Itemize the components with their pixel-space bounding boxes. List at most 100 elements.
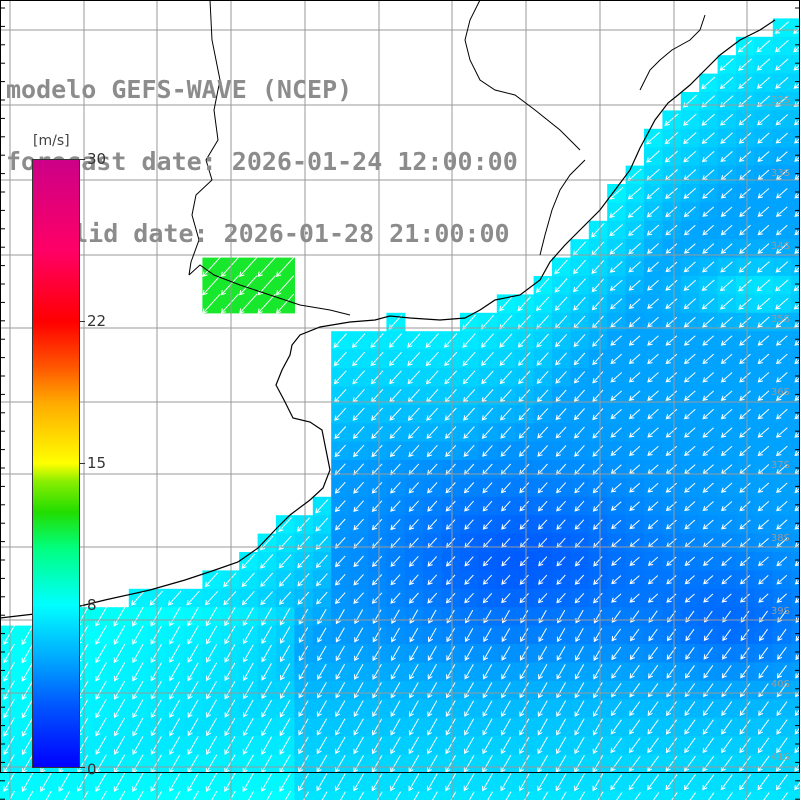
- wind-arrow: [776, 755, 788, 772]
- wind-arrow: [389, 407, 402, 421]
- wind-arrow: [775, 297, 789, 310]
- wind-arrow: [757, 132, 770, 144]
- wind-arrow: [610, 335, 623, 346]
- latitude-labels: 32S 33S 34S 35S 36S 37S 38S 39S 40S 41S: [771, 95, 790, 763]
- wind-arrow: [593, 556, 603, 567]
- wind-speed-cell: [791, 699, 800, 719]
- wind-arrow: [610, 353, 623, 365]
- wind-arrow: [206, 699, 217, 718]
- coastline-path: [0, 19, 776, 619]
- wind-arrow: [445, 736, 456, 755]
- wind-arrow: [793, 64, 800, 71]
- wind-speed-cell: [791, 644, 800, 663]
- wind-arrow: [721, 737, 733, 754]
- wind-arrow: [611, 683, 622, 698]
- wind-arrow: [665, 427, 678, 438]
- wind-arrow: [592, 519, 603, 530]
- wind-arrow: [611, 556, 622, 566]
- wind-arrow: [150, 680, 162, 700]
- wind-arrow: [464, 592, 474, 604]
- wind-arrow: [628, 390, 641, 401]
- wind-arrow: [317, 608, 327, 625]
- wind-arrow: [665, 390, 678, 401]
- wind-speed-cell: [791, 128, 800, 148]
- wind-arrow: [794, 321, 800, 328]
- wind-arrow: [40, 772, 52, 792]
- wind-arrow: [464, 700, 475, 717]
- wind-arrow: [390, 518, 401, 531]
- wind-arrow: [321, 791, 328, 800]
- wind-arrow: [425, 333, 439, 348]
- wind-arrow: [739, 701, 751, 716]
- wind-arrow: [82, 790, 89, 800]
- wind-arrow: [279, 736, 291, 755]
- wind-arrow: [775, 774, 788, 791]
- wind-arrow: [372, 718, 383, 736]
- wind-arrow: [242, 607, 254, 627]
- wind-arrow: [298, 663, 309, 680]
- wind-speed-cell: [791, 368, 800, 387]
- wind-arrow: [556, 519, 566, 530]
- wind-arrow: [204, 590, 219, 606]
- wind-arrow: [150, 643, 162, 664]
- wind-arrow: [3, 680, 15, 701]
- wind-arrow: [427, 718, 438, 736]
- wind-arrow: [407, 407, 420, 421]
- wind-speed-cell: [312, 791, 332, 800]
- wind-arrow: [372, 663, 382, 680]
- wind-arrow: [647, 298, 659, 310]
- wind-arrow: [297, 554, 310, 569]
- wind-speed-cell: [791, 533, 800, 553]
- wind-arrow: [757, 114, 770, 126]
- wind-arrow: [464, 556, 474, 567]
- wind-arrow: [719, 58, 734, 71]
- wind-arrow: [720, 335, 733, 346]
- wind-arrow: [371, 736, 383, 755]
- wind-arrow: [316, 700, 327, 718]
- wind-arrow: [371, 407, 384, 421]
- wind-arrow: [275, 275, 295, 296]
- wind-arrow: [174, 790, 181, 800]
- wind-arrow: [665, 482, 678, 493]
- wind-arrow: [483, 628, 492, 643]
- wind-speed-cell: [791, 55, 800, 75]
- wind-arrow: [482, 574, 493, 585]
- wind-arrow: [647, 701, 659, 717]
- wind-arrow: [390, 773, 401, 792]
- latitude-label: 33S: [771, 168, 790, 179]
- wind-arrow: [634, 792, 641, 800]
- wind-arrow: [776, 482, 788, 493]
- wind-speed-cell: [791, 92, 800, 111]
- wind-arrow: [757, 408, 770, 420]
- wind-arrow: [482, 592, 493, 604]
- wind-speed-cell: [276, 791, 295, 800]
- wind-arrow: [683, 150, 697, 163]
- wind-arrow: [593, 574, 603, 586]
- wind-arrow: [519, 700, 530, 717]
- wind-arrow: [483, 646, 492, 661]
- wind-arrow: [499, 370, 512, 385]
- wind-arrow: [426, 444, 438, 458]
- wind-arrow: [703, 629, 713, 642]
- wind-arrow: [427, 500, 438, 512]
- wind-arrow: [279, 607, 291, 626]
- wind-arrow: [428, 627, 437, 643]
- wind-arrow: [426, 426, 439, 439]
- wind-arrow: [647, 390, 659, 401]
- colorbar-tickmark: [79, 604, 85, 606]
- wind-arrow: [775, 353, 788, 365]
- wind-arrow: [481, 426, 494, 439]
- wind-arrow: [629, 575, 640, 585]
- wind-arrow: [775, 279, 789, 292]
- wind-arrow: [21, 643, 34, 664]
- wind-arrow: [794, 248, 800, 254]
- wind-speed-cell: [588, 791, 608, 800]
- wind-arrow: [555, 773, 567, 792]
- wind-arrow: [739, 390, 751, 401]
- wind-arrow: [647, 774, 660, 791]
- wind-arrow: [793, 266, 800, 273]
- wind-arrow: [574, 718, 585, 736]
- wind-arrow: [297, 591, 310, 605]
- wind-arrow: [21, 625, 34, 646]
- wind-arrow: [407, 351, 421, 367]
